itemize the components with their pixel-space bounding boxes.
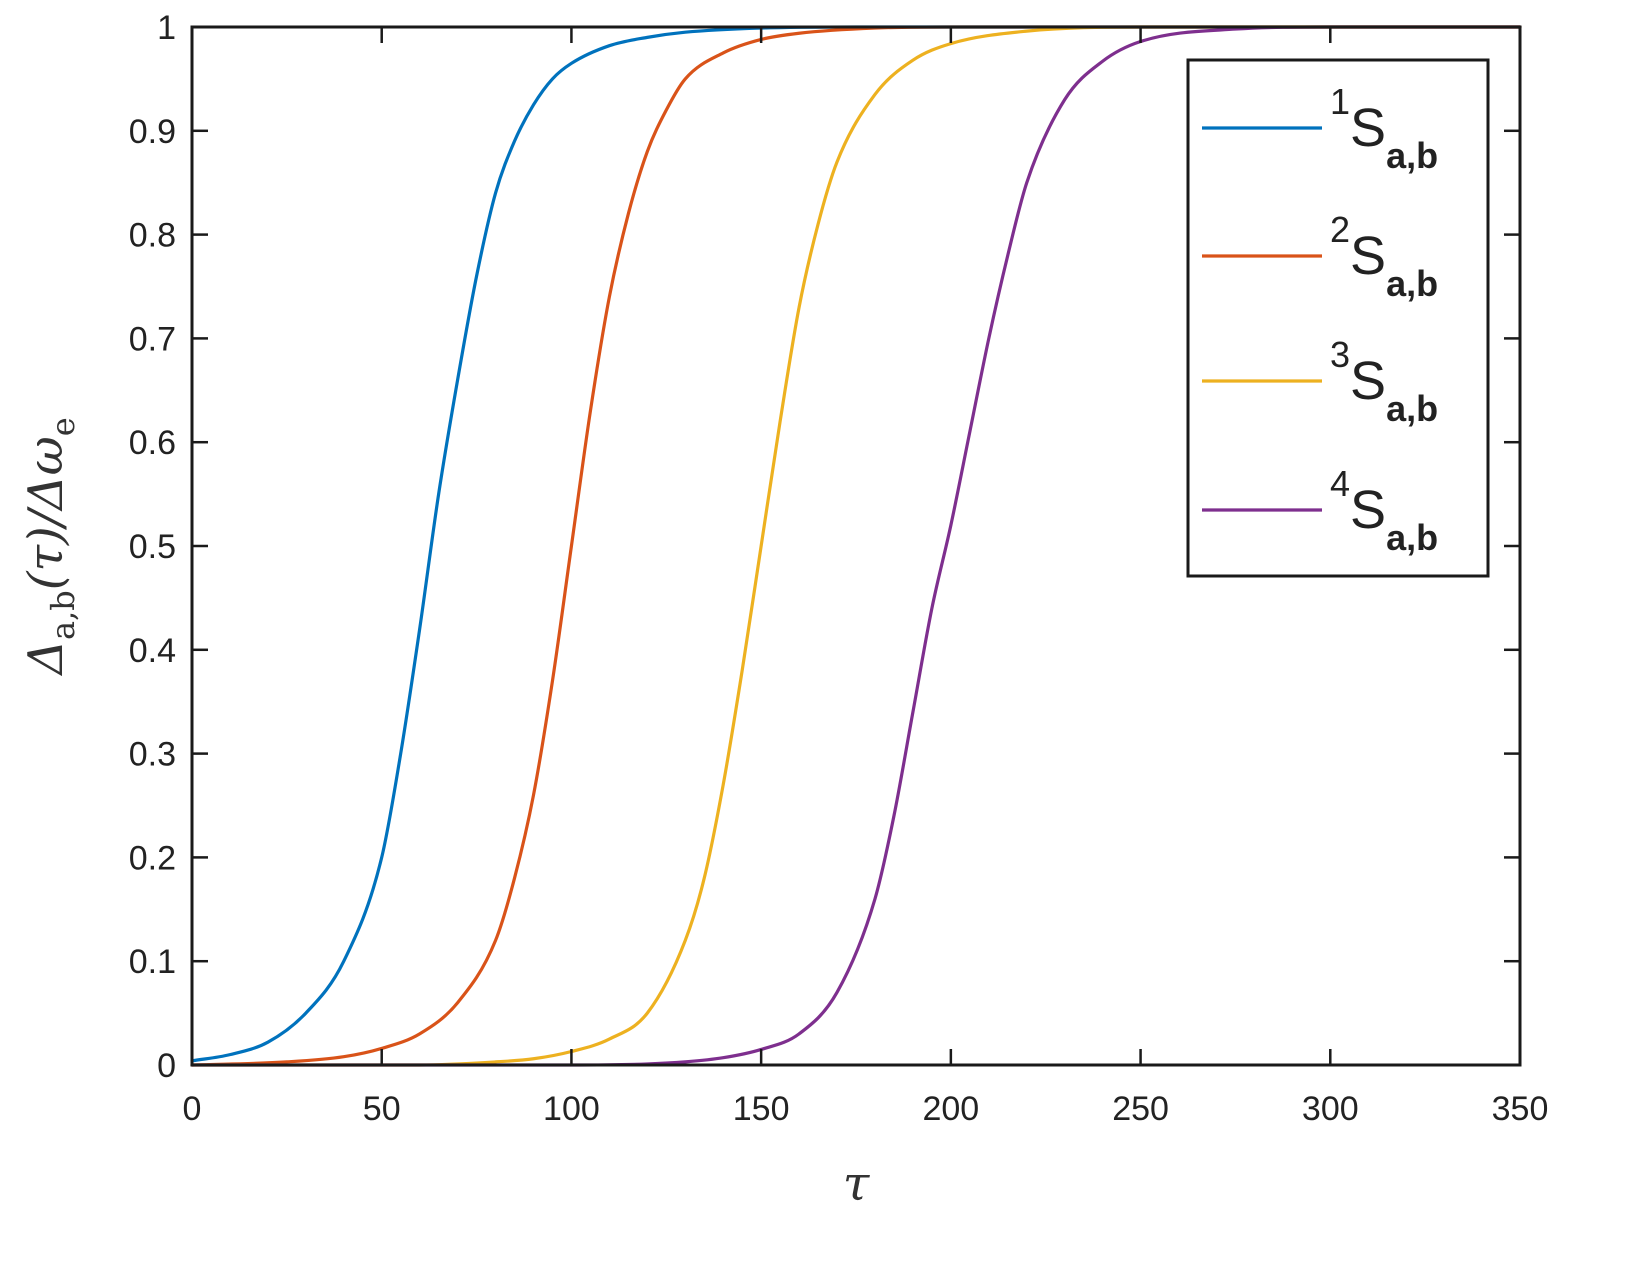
plot-area-frame <box>190 25 1522 1067</box>
legend-entry-base: S <box>1350 98 1386 158</box>
legend-entry-2: 2Sa,b <box>1330 209 1438 304</box>
y-axis-title-middle: (τ)/Δω <box>18 436 74 590</box>
legend-entry-3: 3Sa,b <box>1330 334 1438 429</box>
x-tick-label: 200 <box>922 1090 979 1128</box>
y-axis-title-subscript-e: e <box>44 417 82 436</box>
x-tick-label: 50 <box>363 1090 401 1128</box>
y-tick-label: 0.2 <box>129 839 176 877</box>
y-tick-label: 0.8 <box>129 217 176 255</box>
y-tick-label: 0 <box>157 1047 176 1085</box>
x-tick-label: 150 <box>733 1090 790 1128</box>
y-tick-label: 0.1 <box>129 943 176 981</box>
y-tick-label: 0.3 <box>129 736 176 774</box>
legend-entry-subscript: a,b <box>1386 388 1438 429</box>
y-tick-label: 0.6 <box>129 424 176 462</box>
y-axis-title-subscript: a,b <box>44 590 82 640</box>
series-line-4 <box>190 25 1522 1067</box>
y-tick-label: 0.5 <box>129 528 176 566</box>
axis-ticks: 0 50 100 150 200 250 300 350 0 0.1 0.2 0.3 0.4 0.5 0.6… <box>129 9 1549 1128</box>
y-axis-title: Δa,b(τ)/Δωe <box>18 417 82 676</box>
legend-entry-4: 4Sa,b <box>1330 463 1438 558</box>
legend-entry-superscript: 4 <box>1330 463 1350 504</box>
x-tick-label: 350 <box>1492 1090 1549 1128</box>
legend-entry-base: S <box>1350 226 1386 286</box>
legend-entry-subscript: a,b <box>1386 263 1438 304</box>
legend-entry-subscript: a,b <box>1386 517 1438 558</box>
legend-entry-subscript: a,b <box>1386 135 1438 176</box>
series-line-2 <box>190 25 1522 1067</box>
x-tick-label: 250 <box>1112 1090 1169 1128</box>
y-tick-label: 0.7 <box>129 320 176 358</box>
legend-entry-1: 1Sa,b <box>1330 81 1438 176</box>
x-axis-title: τ <box>843 1156 871 1212</box>
x-tick-label: 0 <box>183 1090 202 1128</box>
y-tick-label: 0.4 <box>129 632 176 670</box>
legend-entry-superscript: 1 <box>1330 81 1350 122</box>
y-tick-label: 0.9 <box>129 113 176 151</box>
series-line-3 <box>190 25 1522 1067</box>
x-tick-label: 300 <box>1302 1090 1359 1128</box>
y-tick-label: 1 <box>157 9 176 47</box>
legend-entry-base: S <box>1350 480 1386 540</box>
y-axis-title-delta: Δ <box>18 640 74 677</box>
legend-entry-superscript: 2 <box>1330 209 1350 250</box>
legend-entry-base: S <box>1350 351 1386 411</box>
legend-box <box>1186 58 1490 578</box>
x-tick-label: 100 <box>543 1090 600 1128</box>
legend-entry-superscript: 3 <box>1330 334 1350 375</box>
